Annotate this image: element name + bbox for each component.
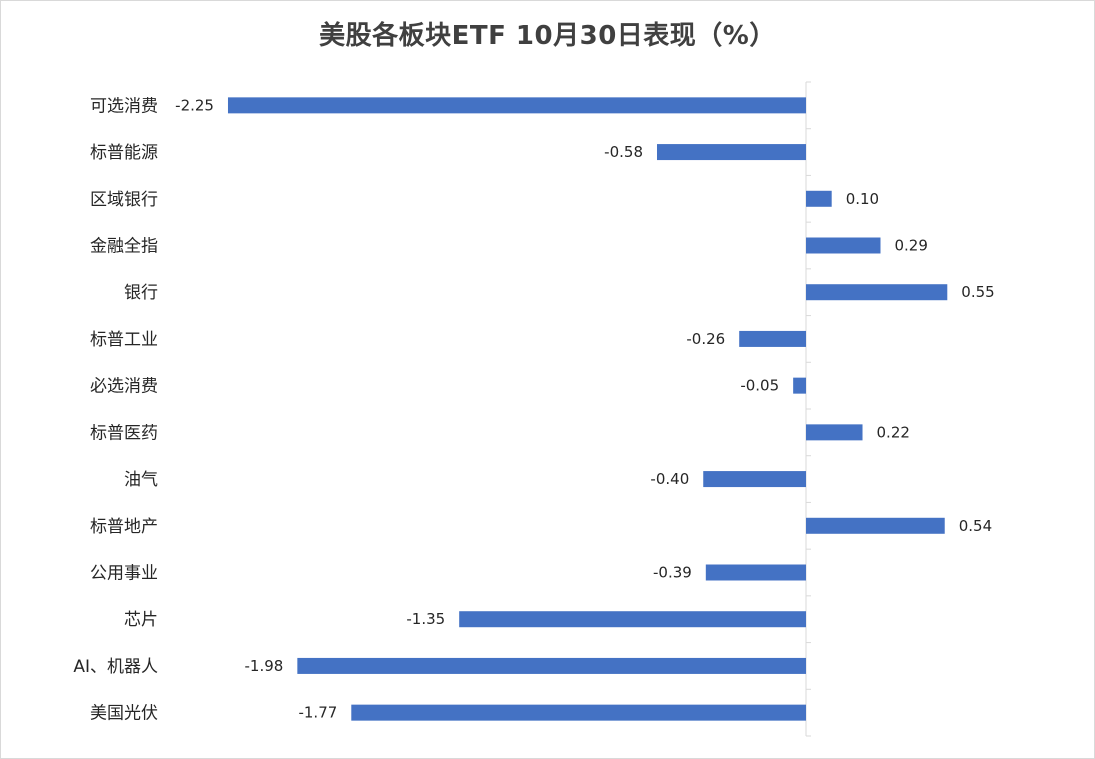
bar-1 — [227, 97, 807, 114]
data-label: -0.40 — [650, 470, 689, 488]
data-label: 0.29 — [895, 237, 928, 255]
bar-3 — [806, 190, 832, 207]
bar-5 — [806, 284, 948, 301]
category-label: 美国光伏 — [90, 704, 158, 724]
bar-8 — [806, 424, 863, 441]
data-label: 0.55 — [961, 283, 994, 301]
category-label: 标普能源 — [90, 143, 158, 163]
bar-11 — [705, 564, 806, 581]
data-label: -0.39 — [653, 564, 692, 582]
data-label: -1.98 — [245, 657, 284, 675]
data-label: -0.05 — [740, 377, 779, 395]
category-label: 标普医药 — [90, 423, 158, 443]
data-label: 0.22 — [877, 423, 910, 441]
data-label: -1.35 — [406, 610, 445, 628]
data-label: -2.25 — [175, 96, 214, 114]
chart-title: 美股各板块ETF 10月30日表现（%） — [319, 21, 776, 51]
data-label: -1.77 — [298, 704, 337, 722]
data-label: -0.26 — [686, 330, 725, 348]
data-label: -0.58 — [604, 143, 643, 161]
category-label: 银行 — [124, 283, 158, 303]
category-label: 金融全指 — [90, 237, 158, 257]
bar-13 — [297, 657, 806, 674]
bar-12 — [459, 611, 806, 628]
data-label: 0.10 — [846, 190, 879, 208]
bar-9 — [703, 471, 806, 488]
category-label: 标普地产 — [90, 517, 158, 537]
category-label: 可选消费 — [90, 96, 158, 116]
bar-6 — [739, 330, 806, 347]
bar-7 — [793, 377, 806, 394]
category-label: 油气 — [124, 470, 158, 490]
bar-10 — [806, 517, 945, 534]
bar-4 — [806, 237, 881, 254]
category-label: 芯片 — [124, 610, 158, 630]
category-label: 必选消费 — [90, 377, 158, 397]
category-label: 区域银行 — [90, 190, 158, 210]
bar-2 — [656, 144, 806, 161]
bar-14 — [351, 704, 806, 721]
category-label: 标普工业 — [90, 330, 158, 350]
category-label: 公用事业 — [90, 564, 158, 584]
category-label: AI、机器人 — [73, 657, 158, 677]
data-label: 0.54 — [959, 517, 992, 535]
